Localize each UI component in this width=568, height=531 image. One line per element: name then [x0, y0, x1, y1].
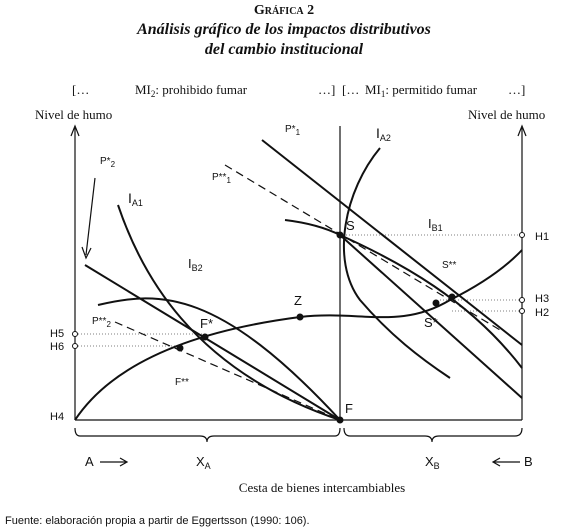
label-part: 1 — [226, 176, 231, 185]
frame — [70, 124, 527, 421]
xa: XA — [196, 454, 211, 471]
level: H2 — [535, 307, 549, 319]
title: del cambio institucional — [205, 41, 364, 58]
label-part: I — [188, 256, 192, 271]
level: H6 — [50, 341, 64, 353]
regime-open: [… — [342, 82, 359, 97]
y-axis-title: Nivel de humo — [35, 107, 112, 122]
regime-desc: : permitido fumar — [385, 82, 477, 97]
regime-name: MI — [135, 82, 151, 97]
regime-close: …] — [318, 82, 335, 97]
label-part: X — [425, 454, 434, 469]
point-label: Z — [294, 293, 302, 308]
curve-label: IB1 — [428, 216, 443, 233]
label-part: A — [205, 461, 211, 471]
label-part: A2 — [380, 133, 391, 143]
level: H4 — [50, 411, 64, 423]
points — [176, 231, 456, 424]
label-part: B — [434, 461, 440, 471]
curve-labels: IA1 IA2 IB1 IB2 P*1 P**1 P*2 P**2 — [92, 124, 443, 329]
kicker: Gráfica 2 — [254, 3, 314, 18]
regime-label: MI1: permitido fumar — [365, 82, 478, 99]
label-part: I — [376, 125, 380, 141]
label-part: 2 — [111, 160, 116, 169]
point-label: F* — [200, 316, 213, 331]
level-labels: H1 H3 H2 H5 H6 H4 — [50, 231, 549, 423]
label-part: A1 — [132, 198, 143, 208]
level: H1 — [535, 231, 549, 243]
xb: XB — [425, 454, 440, 471]
label-part: B2 — [192, 263, 203, 273]
point-label: S** — [442, 260, 457, 271]
regime-sub: 1 — [381, 89, 386, 99]
label-part: P* — [100, 156, 111, 167]
label-part: I — [128, 190, 132, 206]
curve-label: IB2 — [188, 256, 203, 273]
agent-a: A — [85, 454, 94, 469]
curve-label: P*1 — [285, 124, 301, 137]
regime-name: MI — [365, 82, 381, 97]
curve-label: P**2 — [92, 316, 111, 329]
point-label: F — [345, 401, 353, 416]
label-part: P* — [285, 124, 296, 135]
title: Análisis gráfico de los impactos distrib… — [136, 21, 431, 38]
header: Gráfica 2 Análisis gráfico de los impact… — [136, 3, 431, 58]
label-part: P** — [92, 316, 107, 327]
label-part: P** — [212, 172, 227, 183]
level: H5 — [50, 328, 64, 340]
point-label: S* — [424, 315, 438, 330]
guides — [72, 232, 525, 349]
curve-label: P**1 — [212, 172, 231, 185]
level: H3 — [535, 293, 549, 305]
label-part: I — [428, 216, 432, 231]
y-axis-title: Nivel de humo — [468, 107, 545, 122]
source: Fuente: elaboración propia a partir de E… — [5, 515, 310, 527]
label-part: 2 — [106, 320, 111, 329]
point-label: S — [346, 218, 355, 233]
regimes: [… MI2: prohibido fumar …] [… MI1: permi… — [72, 82, 525, 99]
label-part: B1 — [432, 223, 443, 233]
point-labels: S F Z F* F** S* S** — [175, 218, 457, 416]
curve-label: P*2 — [100, 156, 116, 169]
label-part: X — [196, 454, 205, 469]
label-part: 1 — [296, 128, 301, 137]
regime-sub: 2 — [151, 89, 156, 99]
bottom: A XA XB B Cesta de bienes intercambiable… — [74, 427, 533, 495]
regime-desc: : prohibido fumar — [155, 82, 247, 97]
agent-b: B — [524, 454, 533, 469]
curve-label: IA1 — [128, 190, 143, 208]
regime-close: …] — [508, 82, 525, 97]
x-axis-title: Cesta de bienes intercambiables — [239, 480, 405, 495]
curve-label: IA2 — [376, 125, 391, 143]
curves — [74, 139, 523, 421]
regime-open: [… — [72, 82, 89, 97]
point-label: F** — [175, 377, 189, 388]
regime-label: MI2: prohibido fumar — [135, 82, 248, 99]
